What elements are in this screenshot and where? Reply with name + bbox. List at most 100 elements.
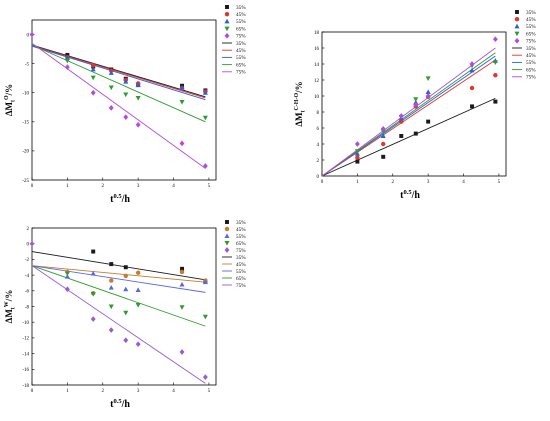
legend-marker <box>224 18 230 24</box>
y-tick-label: -2 <box>25 258 30 263</box>
y-axis-label: ΔMtO/% <box>4 84 17 116</box>
legend-label: 55% <box>236 19 246 25</box>
data-point-55pct <box>108 285 114 290</box>
data-point-35pct <box>180 266 185 271</box>
data-point-55pct <box>135 82 141 88</box>
y-tick-label: 16 <box>314 47 320 52</box>
data-point-45pct <box>179 269 185 275</box>
data-point-55pct <box>179 84 185 90</box>
data-point-65pct <box>179 100 185 105</box>
data-point-35pct <box>91 249 96 254</box>
y-tick-label: -12 <box>22 337 29 342</box>
fit-line-45pct <box>31 45 206 99</box>
data-point-75pct <box>64 64 70 70</box>
legend-marker <box>224 32 230 39</box>
data-point-75pct <box>123 114 129 121</box>
legend-marker <box>224 233 230 238</box>
legend-label: 75% <box>236 248 246 254</box>
legend-marker <box>224 241 230 246</box>
data-point-65pct <box>135 302 141 308</box>
data-point-35pct <box>399 134 404 138</box>
x-tick-label: 5 <box>208 184 211 189</box>
data-point-55pct <box>64 55 70 60</box>
y-tick-label: 8 <box>317 111 320 116</box>
data-point-55pct <box>202 279 208 285</box>
data-point-75pct <box>64 286 70 293</box>
data-point-55pct <box>202 90 208 95</box>
legend-label: 55% <box>236 234 246 240</box>
legend-label: 65% <box>236 26 246 32</box>
data-point-55pct <box>380 133 386 138</box>
legend-marker <box>225 220 229 224</box>
data-point-45pct <box>135 270 141 275</box>
legend: 35%45%55%65%75%35%45%55%65%75% <box>512 10 536 81</box>
y-tick-label: 2 <box>27 227 30 232</box>
data-point-75pct <box>108 327 114 333</box>
y-tick-label: -20 <box>22 150 29 155</box>
legend-marker <box>514 23 520 29</box>
data-point-55pct <box>469 67 475 73</box>
legend-label: 45% <box>236 48 246 54</box>
data-point-65pct <box>135 95 141 101</box>
x-tick-label: 1 <box>356 180 359 185</box>
x-tick-label: 0 <box>321 180 324 185</box>
data-point-35pct <box>109 262 114 267</box>
data-point-65pct <box>90 291 96 297</box>
data-point-75pct <box>492 36 498 43</box>
data-point-55pct <box>108 70 114 75</box>
legend-marker <box>225 5 229 9</box>
data-point-55pct <box>90 270 96 276</box>
legend-label: 75% <box>236 70 246 76</box>
y-tick-label: 18 <box>314 31 320 36</box>
y-tick-label: -16 <box>22 368 29 373</box>
fit-line-75pct <box>321 47 496 177</box>
legend-marker <box>224 226 230 232</box>
data-point-35pct <box>355 159 360 164</box>
legend-label: 75% <box>236 34 246 40</box>
legend-marker <box>515 10 519 14</box>
y-tick-label: 14 <box>314 63 320 68</box>
data-point-75pct <box>135 121 141 128</box>
legend-label: 35% <box>236 41 246 47</box>
x-tick-label: 0 <box>31 389 34 394</box>
fit-line-45pct <box>321 59 496 177</box>
legend-marker <box>224 26 230 32</box>
y-tick-label: 6 <box>317 127 320 132</box>
x-tick-label: 4 <box>172 389 175 394</box>
data-point-75pct <box>179 140 185 147</box>
x-tick-label: 2 <box>102 389 105 394</box>
y-tick-label: -4 <box>25 274 30 279</box>
x-tick-label: 5 <box>208 389 211 394</box>
data-point-75pct <box>354 141 360 147</box>
chart-top-right: 0 1 2 3 4 5024681012141618t0.5/hΔMtC-H-O/%35%… <box>294 10 536 201</box>
legend-marker <box>514 37 520 44</box>
x-tick-label: 4 <box>172 184 175 189</box>
data-point-65pct <box>64 58 70 64</box>
data-point-35pct <box>493 99 498 104</box>
fit-line-65pct <box>321 52 496 177</box>
fit-line-45pct <box>31 265 206 283</box>
x-tick-label: 1 <box>66 389 69 394</box>
legend-label: 45% <box>526 17 536 23</box>
data-point-45pct <box>381 141 386 147</box>
x-tick-label: 5 <box>498 180 501 185</box>
data-point-65pct <box>108 85 114 91</box>
legend-label: 65% <box>236 276 246 282</box>
x-tick-label: 4 <box>462 180 465 185</box>
legend-label: 35% <box>526 10 536 16</box>
data-point-45pct <box>355 155 360 160</box>
data-point-65pct <box>90 75 96 81</box>
fit-line-35pct <box>31 44 206 98</box>
data-point-65pct <box>413 97 419 102</box>
legend-label: 35% <box>236 5 246 11</box>
data-point-45pct <box>469 85 475 91</box>
legend-label: 45% <box>236 262 246 268</box>
data-point-55pct <box>90 66 96 72</box>
data-point-45pct <box>109 278 114 283</box>
y-tick-label: -6 <box>25 290 30 295</box>
data-point-65pct <box>108 304 114 310</box>
x-tick-label: 3 <box>427 180 430 185</box>
y-axis-label: ΔMtC-H-O/% <box>294 81 307 126</box>
legend-label: 35% <box>236 220 246 226</box>
chart-bottom-left: 0 1 2 3 4 5 2 0 -2 -4 -6 -8 -10 -12 -14 -16 -18 t0.5/h ΔMt… <box>4 220 246 410</box>
